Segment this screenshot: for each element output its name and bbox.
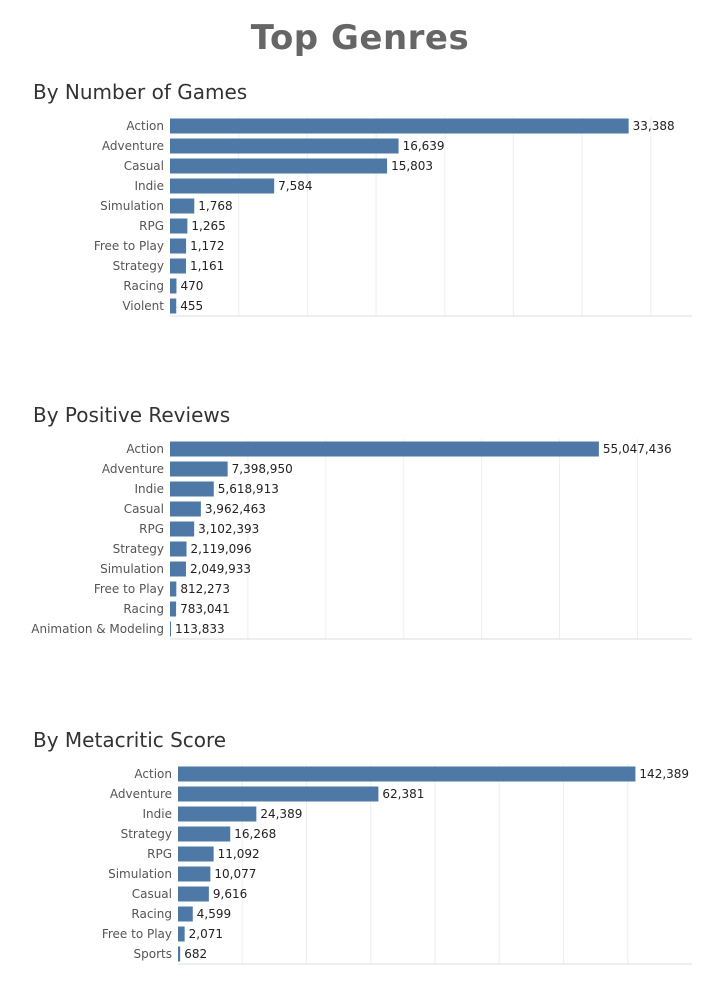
bar: [170, 158, 388, 174]
value-label: 62,381: [382, 787, 424, 801]
category-label: Simulation: [100, 562, 164, 576]
value-label: 10,077: [214, 867, 256, 881]
value-label: 4,599: [197, 907, 231, 921]
value-label: 55,047,436: [603, 442, 672, 456]
value-label: 16,639: [403, 139, 445, 153]
bar: [170, 218, 188, 234]
category-label: Free to Play: [94, 239, 164, 253]
bar: [170, 258, 186, 274]
category-label: Strategy: [113, 542, 164, 556]
category-label: Indie: [135, 179, 164, 193]
bar: [178, 846, 214, 862]
bar-chart-games: Action 33,388 Adventure 16,639 Casual 15,803 I…: [94, 116, 692, 317]
category-label: RPG: [147, 847, 172, 861]
category-label: RPG: [139, 522, 164, 536]
value-label: 2,049,933: [190, 562, 251, 576]
bar: [178, 826, 231, 842]
bar: [178, 906, 193, 922]
bar: [178, 946, 181, 962]
bar: [170, 198, 195, 214]
bar: [170, 501, 201, 517]
category-label: Casual: [132, 887, 172, 901]
bar: [170, 441, 599, 457]
bar: [170, 138, 399, 154]
category-label: Animation & Modeling: [31, 622, 164, 636]
value-label: 1,768: [198, 199, 232, 213]
bar: [170, 118, 629, 134]
category-label: Free to Play: [102, 927, 172, 941]
value-label: 33,388: [633, 119, 675, 133]
bar: [178, 806, 257, 822]
bar: [178, 766, 636, 782]
category-label: Casual: [124, 159, 164, 173]
bar: [170, 541, 187, 557]
bar: [170, 461, 228, 477]
category-label: Strategy: [121, 827, 172, 841]
bar: [170, 621, 171, 637]
value-label: 2,071: [189, 927, 223, 941]
chart-title-reviews: By Positive Reviews: [33, 403, 231, 427]
value-label: 7,584: [278, 179, 312, 193]
value-label: 3,962,463: [205, 502, 266, 516]
category-label: Racing: [123, 602, 164, 616]
bar-chart-metacritic: Action 142,389 Adventure 62,381 Indie 24,389 S…: [102, 764, 692, 965]
bar: [170, 581, 177, 597]
value-label: 24,389: [260, 807, 302, 821]
bar: [178, 926, 185, 942]
category-label: Free to Play: [94, 582, 164, 596]
bar: [178, 786, 379, 802]
value-label: 1,161: [190, 259, 224, 273]
value-label: 16,268: [234, 827, 276, 841]
value-label: 470: [180, 279, 203, 293]
value-label: 5,618,913: [218, 482, 279, 496]
category-label: Sports: [134, 947, 172, 961]
chart-title-games: By Number of Games: [33, 80, 248, 104]
category-label: Action: [134, 767, 172, 781]
category-label: Racing: [131, 907, 172, 921]
value-label: 2,119,096: [191, 542, 252, 556]
bar: [170, 178, 275, 194]
category-label: Simulation: [108, 867, 172, 881]
bar: [170, 561, 186, 577]
value-label: 1,265: [191, 219, 225, 233]
category-label: Action: [126, 442, 164, 456]
value-label: 1,172: [190, 239, 224, 253]
bar: [178, 886, 209, 902]
category-label: Indie: [135, 482, 164, 496]
category-label: Casual: [124, 502, 164, 516]
value-label: 9,616: [213, 887, 247, 901]
bar: [170, 601, 177, 617]
value-label: 113,833: [175, 622, 225, 636]
bar: [170, 298, 177, 314]
value-label: 682: [184, 947, 207, 961]
value-label: 11,092: [218, 847, 260, 861]
value-label: 455: [180, 299, 203, 313]
value-label: 15,803: [391, 159, 433, 173]
category-label: Racing: [123, 279, 164, 293]
category-label: Simulation: [100, 199, 164, 213]
category-label: Strategy: [113, 259, 164, 273]
bar-chart-reviews: Action 55,047,436 Adventure 7,398,950 Indie 5…: [31, 439, 692, 640]
value-label: 142,389: [639, 767, 689, 781]
category-label: Adventure: [102, 462, 164, 476]
category-label: Adventure: [110, 787, 172, 801]
bar: [170, 481, 214, 497]
bar: [170, 521, 195, 537]
bar: [178, 866, 211, 882]
value-label: 812,273: [180, 582, 230, 596]
chart-title-metacritic: By Metacritic Score: [33, 728, 227, 752]
category-label: Indie: [143, 807, 172, 821]
bar: [170, 238, 187, 254]
category-label: RPG: [139, 219, 164, 233]
category-label: Action: [126, 119, 164, 133]
bar: [170, 278, 177, 294]
category-label: Violent: [122, 299, 164, 313]
value-label: 783,041: [180, 602, 230, 616]
category-label: Adventure: [102, 139, 164, 153]
page-title: Top Genres: [250, 18, 470, 58]
value-label: 3,102,393: [198, 522, 259, 536]
value-label: 7,398,950: [232, 462, 293, 476]
